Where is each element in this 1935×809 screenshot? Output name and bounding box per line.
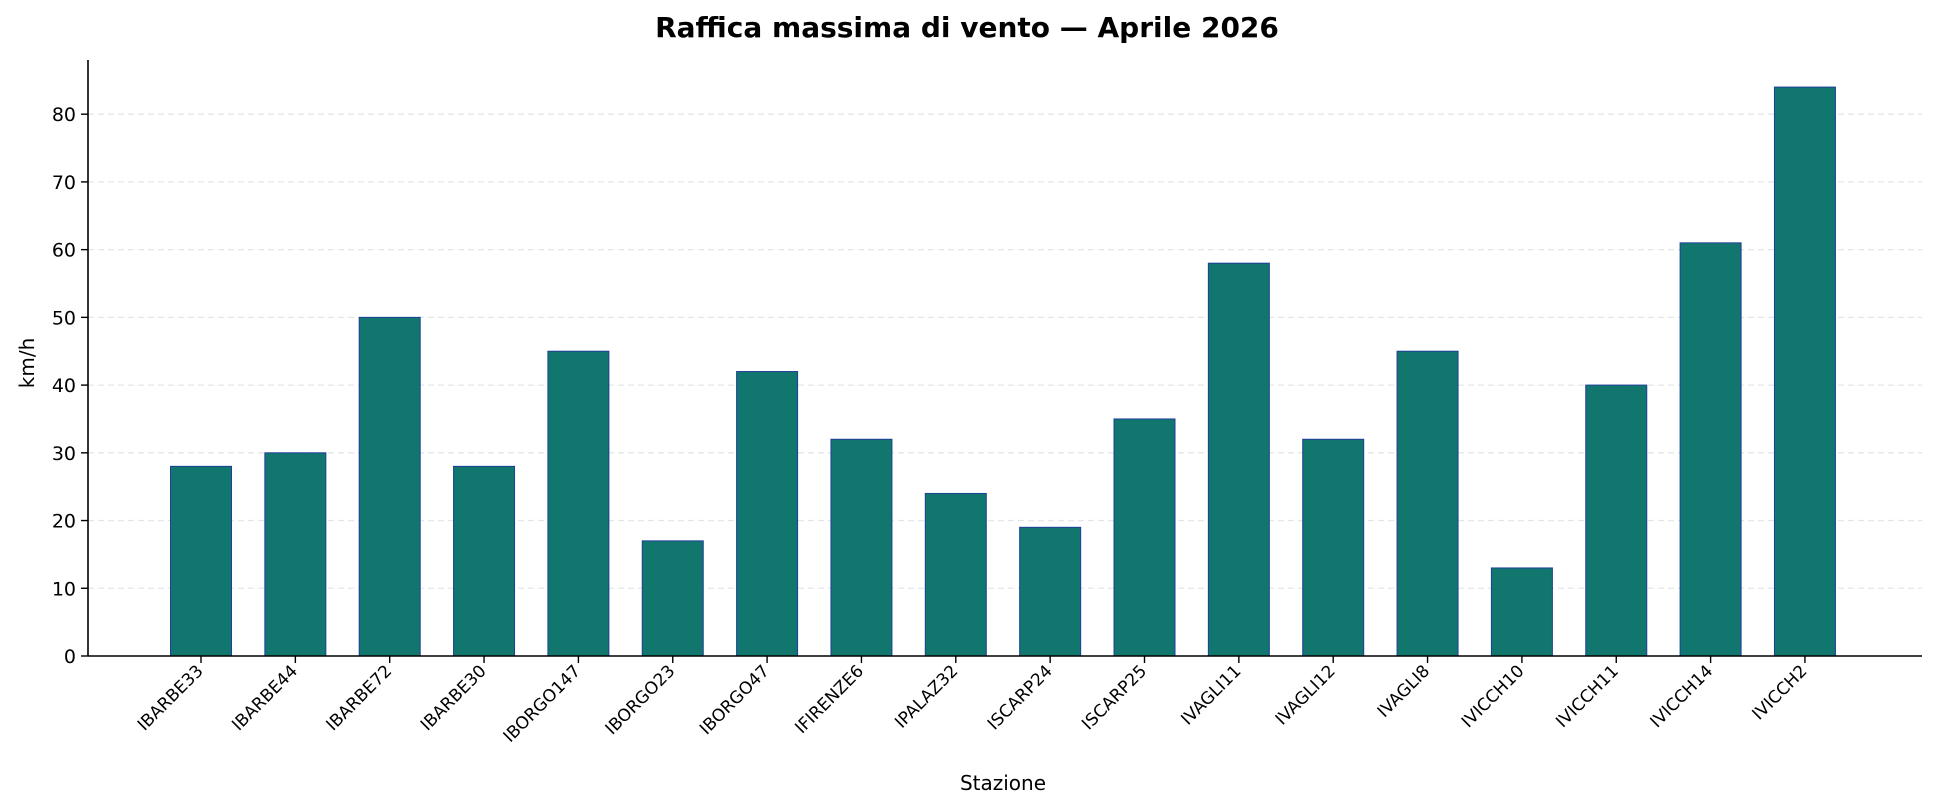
x-tick-label: IVAGLI12 [1272,661,1340,729]
bar-ivicch14 [1679,242,1742,657]
x-tick-label: IBARBE30 [417,661,491,735]
x-tick-label: IBORGO23 [602,661,680,739]
y-tick-label: 30 [52,443,76,465]
x-tick-label: IPALAZ32 [891,661,962,732]
x-axis-label: Stazione [960,771,1046,795]
bar-ipalaz32 [924,492,987,657]
y-tick-label: 60 [52,240,76,262]
bar-ivagli12 [1302,438,1365,657]
y-tick-label: 80 [52,104,76,126]
x-tick-label: IBARBE33 [134,661,208,735]
bar-iborgo147 [547,350,610,657]
x-tick-label: IBORGO147 [500,661,585,746]
bar-iscarp24 [1019,526,1082,657]
y-tick-label: 0 [64,646,76,668]
x-tick-label: IBARBE44 [228,661,302,735]
y-axis-label: km/h [15,338,39,388]
bar-ibarbe44 [264,452,327,657]
y-tick-label: 50 [52,307,76,329]
y-tick-label: 20 [52,511,76,533]
bar-ibarbe72 [358,316,421,657]
bars [170,86,1836,657]
y-axis-ticks: 0 10 20 30 40 50 60 70 80 [52,104,88,668]
bar-ibarbe33 [170,465,232,657]
x-tick-label: IFIRENZE6 [791,661,868,738]
x-tick-label: IBORGO47 [696,661,774,739]
x-tick-label: ISCARP25 [1078,661,1151,734]
bar-ivicch2 [1773,86,1836,657]
x-axis-ticks: IBARBE33 IBARBE44 IBARBE72 IBARBE30 IBORGO14… [134,656,1812,747]
chart-title: Raffica massima di vento — Aprile 2026 [655,11,1279,44]
x-tick-label: IBARBE72 [323,661,397,735]
y-tick-label: 10 [52,578,76,600]
x-tick-label: ISCARP24 [984,661,1057,734]
bar-ivagli11 [1207,262,1270,657]
y-tick-label: 70 [52,172,76,194]
x-tick-label: IVICCH14 [1647,661,1718,732]
y-tick-label: 40 [52,375,76,397]
bar-ivicch11 [1585,384,1648,657]
bar-ivagli8 [1396,350,1459,657]
bar-ivicch10 [1490,567,1553,657]
x-tick-label: IVICCH11 [1552,661,1623,732]
bar-iborgo23 [641,540,704,657]
x-tick-label: IVICCH10 [1458,661,1529,732]
x-tick-label: IVAGLI8 [1374,661,1434,721]
bar-ibarbe30 [453,465,516,657]
bar-ifirenze6 [830,438,893,657]
x-tick-label: IVICCH2 [1749,661,1812,724]
x-tick-label: IVAGLI11 [1177,661,1245,729]
bar-iscarp25 [1113,418,1176,657]
bar-iborgo47 [736,371,799,657]
